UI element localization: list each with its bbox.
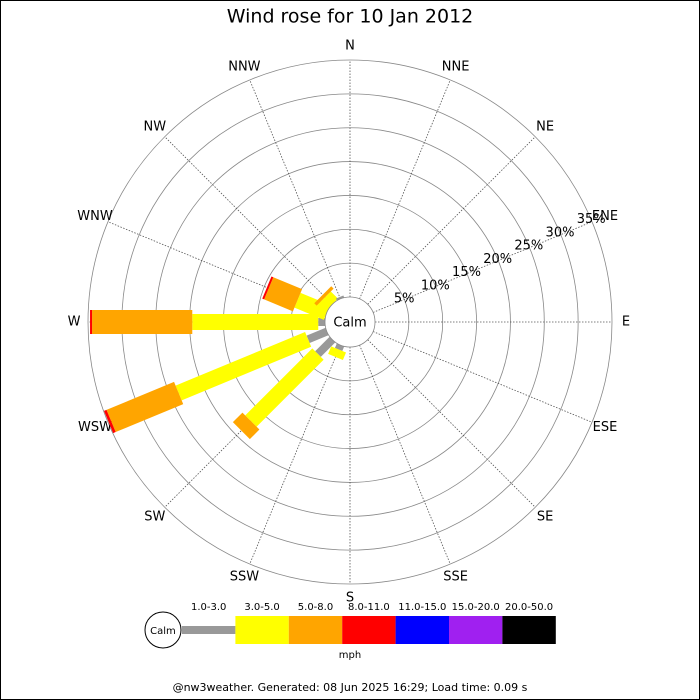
ring-label: 15% [452,265,481,280]
direction-label: N [345,39,355,54]
spoke [359,344,451,565]
direction-label: E [622,315,630,330]
ring-label: 25% [514,239,543,254]
direction-label: SSW [230,569,260,584]
legend-label: 15.0-20.0 [452,602,500,613]
direction-label: S [346,591,354,606]
ring-label: 10% [421,278,450,293]
direction-label: W [68,315,81,330]
direction-label: NNE [442,60,470,75]
bar-segment [319,291,338,310]
bar-segment [175,331,312,401]
direction-label: ENE [592,209,618,224]
bar-segment [90,310,93,334]
spoke [249,344,341,565]
bar-segment [192,314,319,330]
calm-circle [324,296,376,348]
legend-label: 20.0-50.0 [505,602,553,613]
spoke [372,221,593,313]
legend-label: 11.0-15.0 [398,602,446,613]
calm-label: Calm [333,316,366,331]
bar-segment [328,346,347,361]
legend-swatch [395,616,449,644]
legend-calm-label: Calm [150,626,176,637]
spoke [367,339,536,508]
ring-label: 35% [577,212,606,227]
bar-segment [103,409,116,434]
direction-label: SW [144,510,165,525]
legend-swatch [235,616,289,644]
legend-label: 8.0-11.0 [348,602,390,613]
legend-swatch [342,616,396,644]
legend-label: 3.0-5.0 [244,602,279,613]
bar-segment [334,343,345,352]
legend-label: 1.0-3.0 [191,602,226,613]
bar-segment [92,310,193,334]
spoke [164,136,333,305]
spoke [359,79,451,300]
bar-segment [106,381,184,433]
ring [87,59,613,585]
bar-segment [314,286,334,306]
legend-calm [144,611,182,649]
direction-label: WNW [77,209,113,224]
legend-swatch [182,626,236,634]
bar-segment [103,410,114,434]
bar-segment [335,295,345,301]
bar-segment [245,348,324,427]
bar-segment [315,336,336,357]
ring-label: 30% [546,225,575,240]
legend-swatch [288,616,343,644]
legend-unit: mph [339,650,361,661]
direction-label: WSW [78,420,112,435]
bar-segment [318,318,325,326]
bar-segment [232,412,260,440]
direction-label: ESE [593,420,618,435]
bar-segment [294,292,330,320]
ring-label: 5% [394,292,415,307]
footer: @nw3weather. Generated: 08 Jun 2025 16:2… [173,681,528,694]
chart-title: Wind rose for 10 Jan 2012 [227,6,474,28]
spoke [249,79,341,300]
spoke [367,136,536,305]
direction-label: SE [537,510,553,525]
bar-segment [262,276,274,300]
legend-swatch [502,616,556,644]
ring-label: 20% [483,252,512,267]
spoke [372,331,593,423]
legend-label: 5.0-8.0 [298,602,333,613]
bar-segment [264,277,303,312]
direction-label: NNW [228,60,260,75]
direction-label: NW [144,119,167,134]
bar-segment [306,327,329,344]
direction-label: SSE [443,569,468,584]
direction-label: NE [536,119,554,134]
legend-swatch [449,616,503,644]
